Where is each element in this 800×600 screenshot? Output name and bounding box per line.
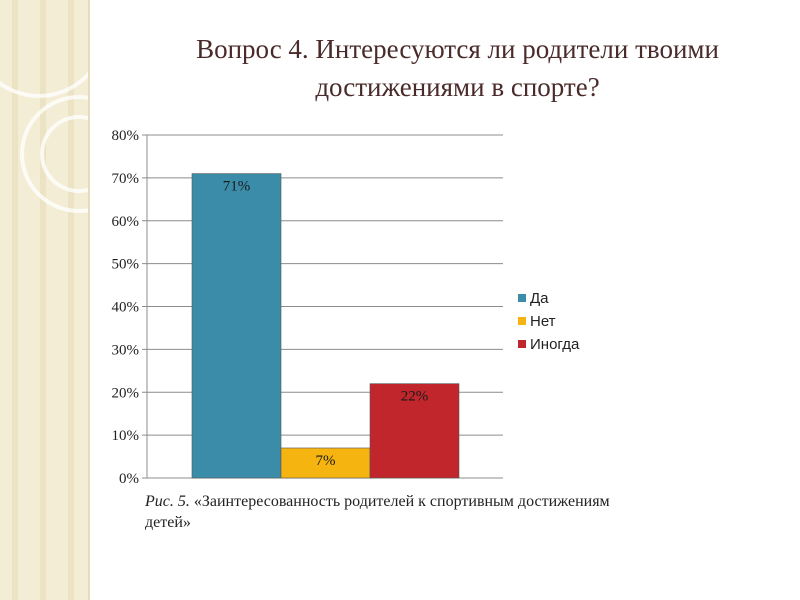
band-stripe — [40, 0, 46, 600]
legend-label: Нет — [530, 313, 556, 330]
y-tick-label: 40% — [112, 300, 140, 316]
caption-figure-number: Рис. 5. — [145, 493, 190, 510]
bar-1 — [191, 173, 282, 479]
y-tick-label: 20% — [112, 385, 140, 401]
bar-2 — [280, 447, 371, 479]
figure-caption: Рис. 5. «Заинтересованность родителей к … — [145, 491, 625, 533]
legend-label: Иногда — [530, 336, 580, 353]
legend-label: Да — [530, 290, 549, 307]
band-stripe — [68, 0, 74, 600]
decorative-ring — [0, 0, 88, 98]
data-label: 7% — [316, 453, 336, 469]
y-tick-label: 60% — [112, 214, 140, 230]
data-label: 22% — [401, 389, 429, 405]
y-tick-label: 50% — [112, 257, 140, 273]
legend-swatch — [518, 317, 526, 325]
bar-chart: 0% 10% 20% 30% 40% 50% 60% 70% 80% 71% 7% 22% Да Нет И… — [112, 128, 580, 487]
y-tick-label: 30% — [112, 342, 140, 358]
slide-title: Вопрос 4. Интересуются ли родители твоим… — [196, 34, 719, 102]
band-stripe — [12, 0, 18, 600]
y-tick-label: 80% — [112, 128, 140, 144]
caption-text: «Заинтересованность родителей к спортивн… — [145, 493, 610, 531]
legend-swatch — [518, 340, 526, 348]
y-tick-label: 0% — [119, 471, 139, 487]
y-tick-label: 10% — [112, 428, 140, 444]
data-label: 71% — [223, 179, 251, 195]
legend-swatch — [518, 294, 526, 302]
y-tick-label: 70% — [112, 171, 140, 187]
decorative-side-band — [0, 0, 90, 600]
bar-3 — [369, 383, 460, 479]
